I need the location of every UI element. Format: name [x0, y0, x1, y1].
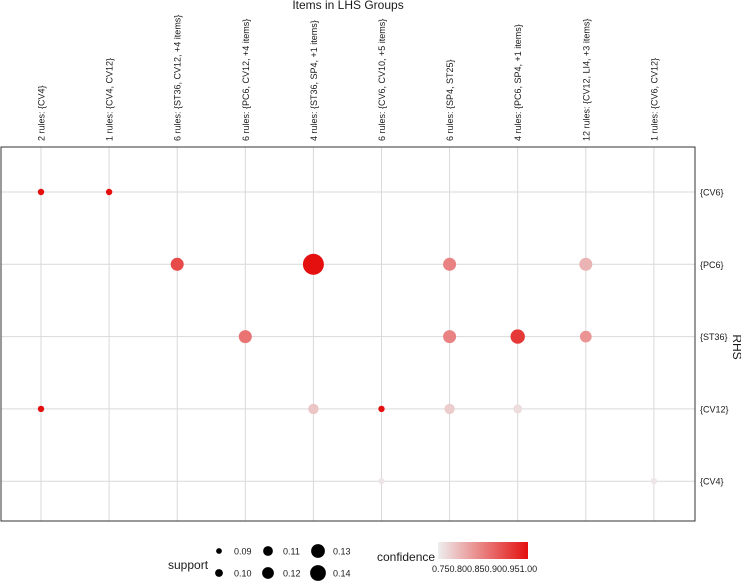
rhs-label: {CV6}: [700, 188, 724, 198]
y-axis-title: RHS: [730, 334, 741, 359]
grid-layer: [1, 147, 695, 521]
lhs-group-label: 4 rules: {ST36, SP4, +1 items}: [309, 20, 319, 141]
support-legend-key: [311, 544, 325, 558]
lhs-group-labels: 2 rules: {CV4} 1 rules: {CV4, CV12} 6 rule…: [37, 15, 660, 141]
lhs-group-label: 6 rules: {PC6, CV12, +4 items}: [241, 19, 251, 141]
rule-point: [37, 188, 45, 196]
rule-point: [37, 405, 45, 413]
support-legend-label: 0.12: [283, 569, 301, 579]
rule-point: [513, 404, 523, 414]
rhs-label: {ST36}: [700, 332, 728, 342]
lhs-group-label: 6 rules: {ST36, CV12, +4 items}: [173, 15, 183, 141]
lhs-group-label: 2 rules: {CV4}: [37, 85, 47, 141]
confidence-gradient-bar: [438, 542, 528, 559]
support-legend: support 0.09 0.10 0.11 0.12 0.13 0.14: [168, 544, 351, 581]
rule-point: [302, 253, 324, 275]
lhs-group-label: 4 rules: {PC6, SP4, +1 items}: [513, 24, 523, 141]
rule-point: [443, 330, 457, 344]
rule-point: [579, 257, 593, 271]
support-legend-label: 0.10: [234, 569, 252, 579]
support-legend-label: 0.09: [234, 547, 252, 557]
support-legend-key: [263, 546, 273, 556]
chart-title: Items in LHS Groups: [292, 0, 403, 12]
confidence-legend-ticks: 0.750.800.850.900.951.00: [432, 564, 537, 574]
lhs-group-label: 6 rules: {SP4, ST25}: [445, 59, 455, 141]
support-legend-key: [310, 565, 326, 581]
support-legend-key: [215, 569, 223, 577]
confidence-legend-title: confidence: [377, 550, 435, 564]
plot-panel-border: [0, 146, 696, 522]
rhs-labels: {CV6} {PC6} {ST36} {CV12} {CV4}: [700, 188, 729, 487]
lhs-group-label: 1 rules: {CV6, CV12}: [649, 58, 659, 141]
rule-point: [238, 330, 252, 344]
rule-point: [443, 257, 457, 271]
rule-point: [308, 403, 319, 415]
rule-point: [579, 330, 592, 343]
rule-point: [510, 329, 525, 344]
lhs-group-label: 12 rules: {CV12, LI4, +3 items}: [581, 19, 591, 141]
support-legend-key: [216, 548, 222, 554]
points-layer: [37, 188, 658, 485]
rule-point: [105, 188, 113, 196]
rule-point: [444, 403, 455, 415]
support-legend-title: support: [168, 558, 209, 572]
rule-point: [650, 478, 658, 485]
rhs-label: {CV4}: [700, 477, 724, 487]
support-legend-label: 0.13: [333, 547, 351, 557]
rhs-label: {CV12}: [700, 404, 729, 414]
support-legend-label: 0.11: [283, 547, 300, 557]
lhs-group-label: 1 rules: {CV4, CV12}: [105, 58, 115, 141]
rule-point: [170, 257, 184, 271]
support-legend-label: 0.14: [333, 569, 351, 579]
rule-point: [378, 478, 385, 485]
lhs-group-label: 6 rules: {CV6, CV10, +5 items}: [377, 19, 387, 141]
support-legend-key: [262, 567, 274, 579]
rule-point: [378, 405, 385, 413]
rhs-label: {PC6}: [700, 260, 724, 270]
